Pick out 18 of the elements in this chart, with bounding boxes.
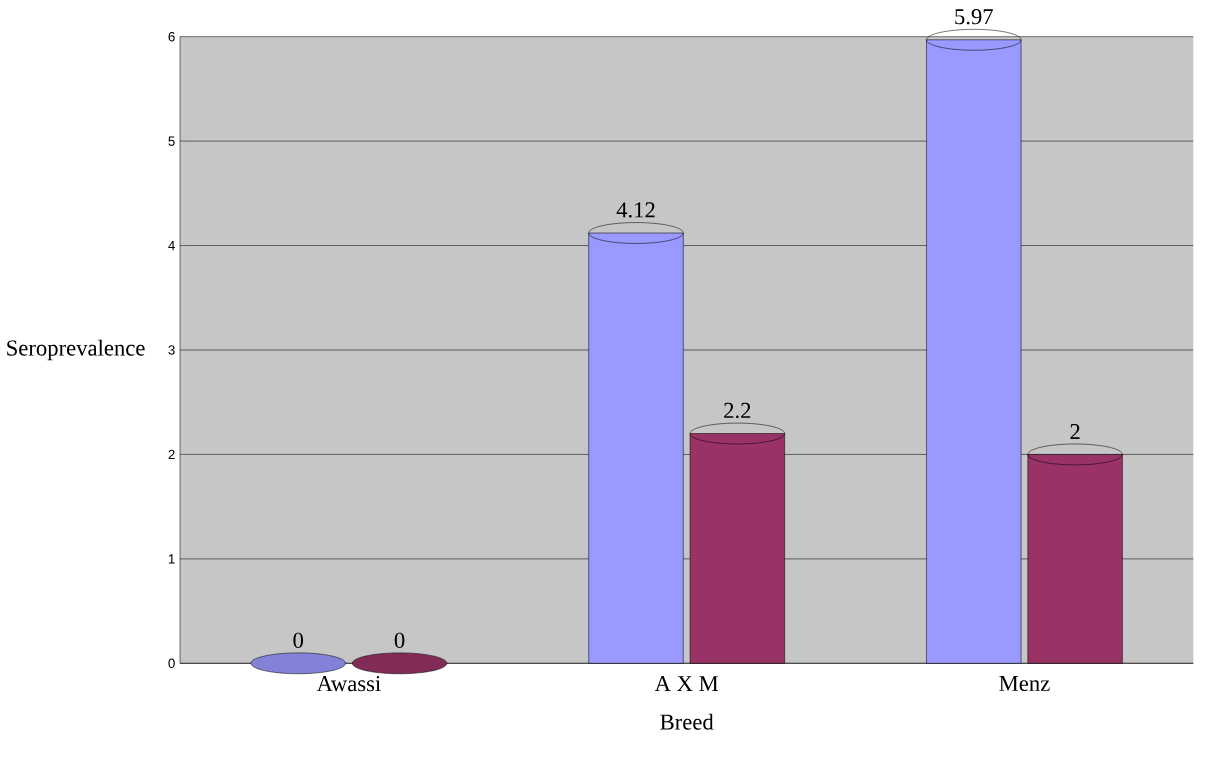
y-tick-label: 3 [168,345,175,355]
y-tick-label: 6 [168,31,175,42]
y-tick-label: 1 [168,554,175,564]
y-tick-label: 5 [168,136,175,146]
data-label: 4.12 [616,202,655,218]
data-label: 0 [394,632,405,648]
data-label: 2.2 [724,402,751,419]
y-axis-title: Seroprevalence [7,339,145,361]
data-label: 5.97 [955,9,993,25]
y-tick-label: 4 [168,240,175,251]
x-tick-label: A X M [654,676,719,691]
data-label: 2 [1070,424,1080,440]
x-axis-title: Breed [660,713,714,730]
x-tick-label: Awassi [316,676,381,692]
y-tick-label: 2 [168,449,175,460]
y-tick-label: 0 [168,658,175,669]
data-label: 0 [293,632,304,648]
x-tick-label: Menz [999,676,1050,692]
